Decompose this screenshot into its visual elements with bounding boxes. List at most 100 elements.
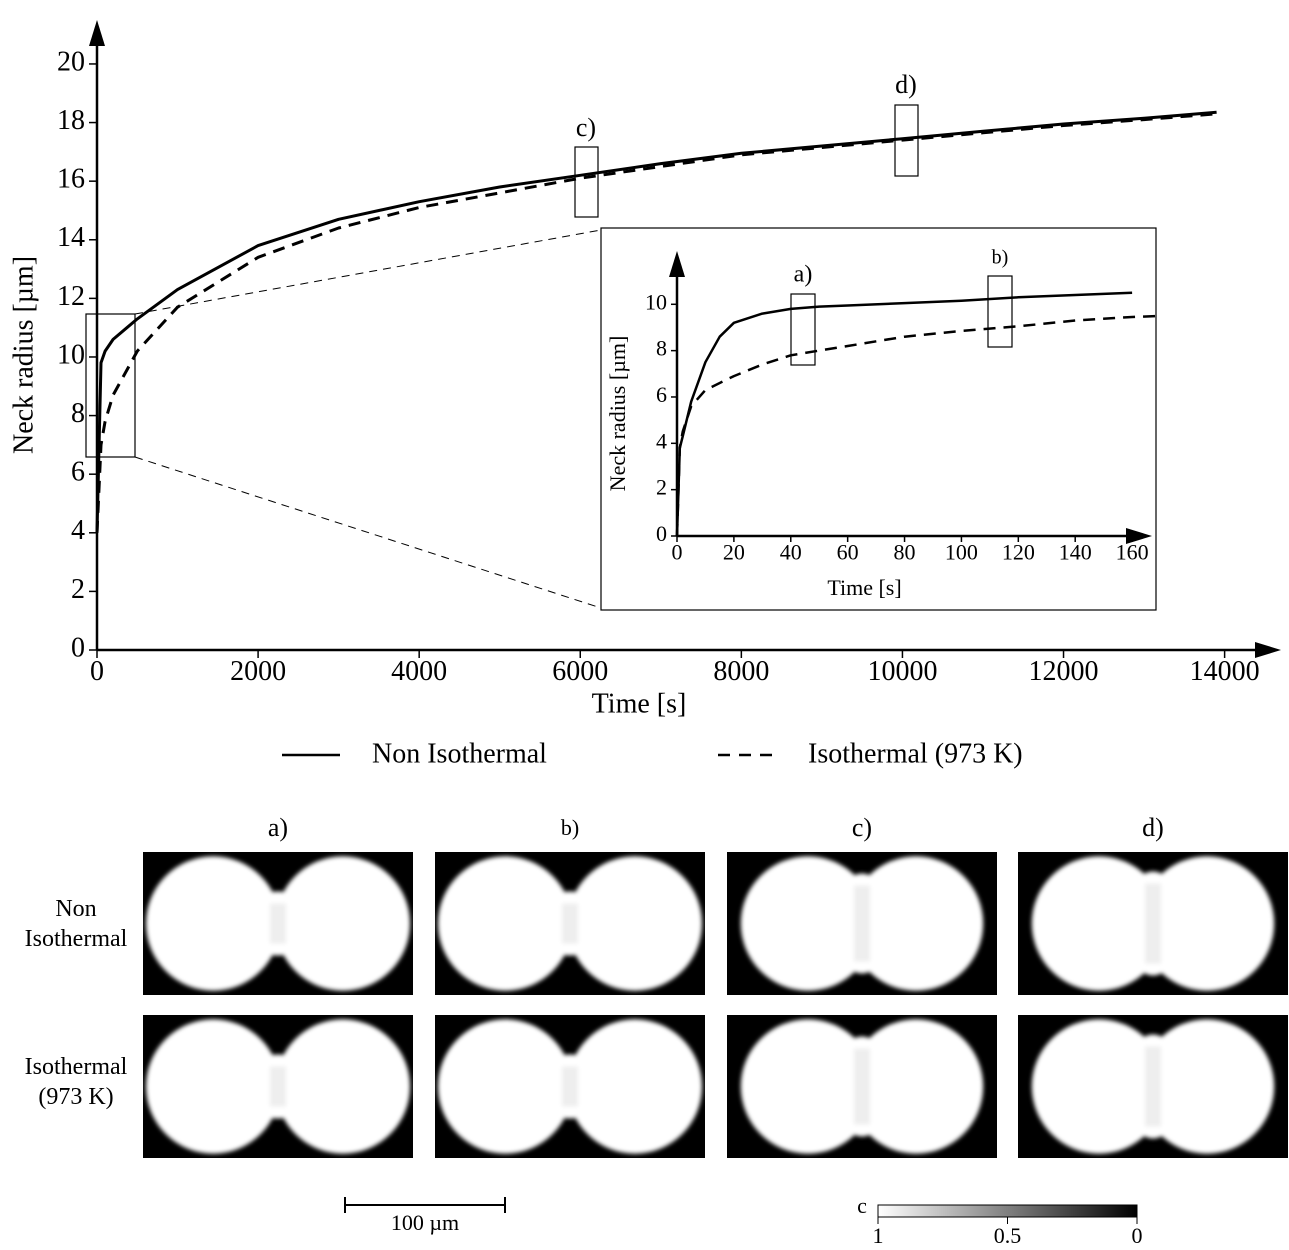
neck-shade <box>854 1048 870 1125</box>
legend-label: Non Isothermal <box>372 738 547 769</box>
column-label: d) <box>1142 813 1164 842</box>
scale-label: 100 µm <box>391 1210 459 1235</box>
data-line <box>675 291 1133 537</box>
x-tick-label: 20 <box>723 540 745 565</box>
annotation: b) <box>992 247 1009 269</box>
y-tick-label: 8 <box>71 398 85 429</box>
x-tick-label: 2000 <box>230 656 286 687</box>
column-label: c) <box>852 813 872 842</box>
neck-shade <box>562 1066 578 1107</box>
annotation-box <box>790 293 816 366</box>
annotation: d) <box>895 70 917 99</box>
y-tick-label: 0 <box>656 521 667 546</box>
zoom-line <box>134 456 602 609</box>
zoom-line <box>134 229 602 315</box>
annotation-box <box>574 146 599 218</box>
y-tick-label: 2 <box>656 475 667 500</box>
x-tick-label: 14000 <box>1190 656 1260 687</box>
microstructure-panel <box>727 1015 997 1158</box>
column-label: a) <box>268 813 288 842</box>
y-tick-label: 16 <box>57 164 85 195</box>
data-line <box>675 314 1161 537</box>
particles <box>1031 1019 1275 1154</box>
y-axis-label: Neck radius [µm] <box>8 256 39 454</box>
particle <box>437 856 573 991</box>
microstructure-panel <box>143 1015 413 1158</box>
x-tick-label: 10000 <box>867 656 937 687</box>
microstructure-panel <box>1018 1015 1288 1158</box>
annotation: a) <box>794 262 813 288</box>
particles <box>437 856 703 991</box>
x-tick-label: 40 <box>780 540 802 565</box>
data-line <box>95 112 1217 533</box>
y-tick-label: 20 <box>57 46 85 77</box>
neck-shade <box>1145 883 1161 964</box>
row-label: Non Isothermal <box>24 896 128 952</box>
particle <box>567 856 703 991</box>
annotation-box <box>987 275 1013 348</box>
y-tick-label: 0 <box>71 632 85 663</box>
y-tick-label: 2 <box>71 574 85 605</box>
colorbar-tick-label: 0 <box>1132 1223 1143 1248</box>
x-tick-label: 12000 <box>1029 656 1099 687</box>
neck-shade <box>1145 1046 1161 1127</box>
zoom-box <box>85 313 136 458</box>
x-tick-label: 4000 <box>391 656 447 687</box>
y-tick-label: 6 <box>71 457 85 488</box>
x-axis-label: Time [s] <box>592 688 687 719</box>
row-label: Isothermal (973 K) <box>24 1054 128 1110</box>
colorbar-tick-label: 1 <box>873 1223 884 1248</box>
particles <box>740 856 984 991</box>
axis-arrow <box>89 20 105 46</box>
x-tick-label: 8000 <box>713 656 769 687</box>
microstructure-panel <box>727 852 997 995</box>
particles <box>1031 856 1275 991</box>
axis-arrow <box>1255 642 1281 658</box>
x-tick-label: 6000 <box>552 656 608 687</box>
colorbar-tick-label: 0.5 <box>994 1223 1022 1248</box>
x-axis-label: Time [s] <box>827 575 901 600</box>
particle <box>145 1019 281 1154</box>
y-tick-label: 18 <box>57 105 85 136</box>
y-tick-label: 4 <box>71 515 85 546</box>
colorbar <box>877 1204 1138 1218</box>
y-tick-label: 4 <box>656 428 667 453</box>
x-tick-label: 120 <box>1002 540 1035 565</box>
x-tick-label: 60 <box>837 540 859 565</box>
particles <box>145 856 411 991</box>
particle <box>275 856 411 991</box>
y-axis-label: Neck radius [µm] <box>605 336 630 492</box>
neck-shade <box>854 885 870 962</box>
particles <box>145 1019 411 1154</box>
y-tick-label: 8 <box>656 336 667 361</box>
particles <box>740 1019 984 1154</box>
axis-arrow <box>669 251 685 277</box>
y-tick-label: 12 <box>57 281 85 312</box>
x-tick-label: 160 <box>1116 540 1149 565</box>
particle <box>437 1019 573 1154</box>
particle <box>275 1019 411 1154</box>
x-tick-label: 100 <box>945 540 978 565</box>
microstructure-panel <box>435 852 705 995</box>
annotation: c) <box>576 113 596 142</box>
neck-shade <box>562 903 578 944</box>
legend-label: Isothermal (973 K) <box>808 738 1023 769</box>
microstructure-panel <box>435 1015 705 1158</box>
microstructure-panel <box>143 852 413 995</box>
y-tick-label: 10 <box>645 289 667 314</box>
x-tick-label: 140 <box>1059 540 1092 565</box>
y-tick-label: 14 <box>57 222 85 253</box>
neck-shade <box>270 1066 286 1107</box>
y-tick-label: 10 <box>57 339 85 370</box>
column-label: b) <box>561 815 579 840</box>
particle <box>567 1019 703 1154</box>
neck-shade <box>270 903 286 944</box>
inset-frame <box>600 227 1157 611</box>
y-tick-label: 6 <box>656 382 667 407</box>
microstructure-panel <box>1018 852 1288 995</box>
x-tick-label: 80 <box>894 540 916 565</box>
particle <box>145 856 281 991</box>
x-tick-label: 0 <box>672 540 683 565</box>
